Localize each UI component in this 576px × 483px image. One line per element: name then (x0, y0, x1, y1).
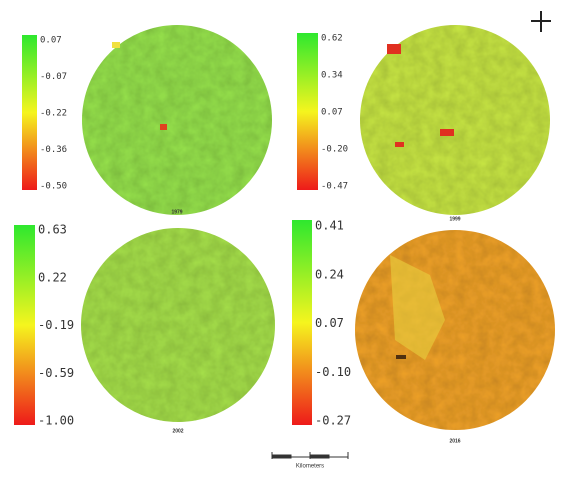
colorbar-label: 0.07 (40, 36, 62, 46)
hotspot (440, 129, 454, 136)
colorbar-label: -0.07 (40, 72, 67, 82)
hotspot (112, 42, 120, 48)
colorbar-label: -0.20 (321, 145, 348, 155)
year-label: 1999 (449, 216, 460, 222)
colorbar-label: -0.59 (38, 366, 74, 380)
colorbar-label: -0.10 (315, 365, 351, 379)
figure: Kilometers 0.07 -0.07 -0.22 -0.36 -0.50 1979 0… (0, 0, 576, 479)
year-label: 1979 (171, 209, 182, 215)
colorbar-label: 0.63 (38, 223, 67, 237)
hotspot (396, 355, 406, 359)
map-2016 (355, 230, 555, 430)
colorbar (22, 35, 37, 190)
year-label: 2016 (449, 438, 460, 444)
scale-bar (272, 452, 348, 459)
colorbar-label: -0.47 (321, 182, 348, 192)
map-1979 (82, 25, 272, 215)
colorbar-label: 0.22 (38, 270, 67, 284)
colorbar-label: -0.50 (40, 182, 67, 192)
hotspot (387, 44, 401, 54)
colorbar-label: 0.41 (315, 219, 344, 233)
colorbar-label: -0.36 (40, 145, 67, 155)
hotspot (160, 124, 167, 130)
hotspot (395, 142, 404, 147)
colorbar-label: -0.27 (315, 414, 351, 428)
colorbar (297, 33, 318, 190)
colorbar-label: 0.07 (315, 316, 344, 330)
colorbar-label: -0.19 (38, 318, 74, 332)
year-label: 2002 (172, 428, 183, 434)
colorbar-label: 0.24 (315, 267, 344, 281)
north-arrow (531, 11, 551, 32)
colorbar-label: -0.22 (40, 109, 67, 119)
colorbar (14, 225, 35, 425)
colorbar-label: 0.62 (321, 34, 343, 44)
colorbar-label: -1.00 (38, 414, 74, 428)
colorbar (292, 220, 312, 425)
colorbar-label: 0.34 (321, 71, 343, 81)
colorbar-label: 0.07 (321, 108, 343, 118)
scale-label: Kilometers (296, 464, 324, 470)
map-2002 (81, 228, 275, 422)
